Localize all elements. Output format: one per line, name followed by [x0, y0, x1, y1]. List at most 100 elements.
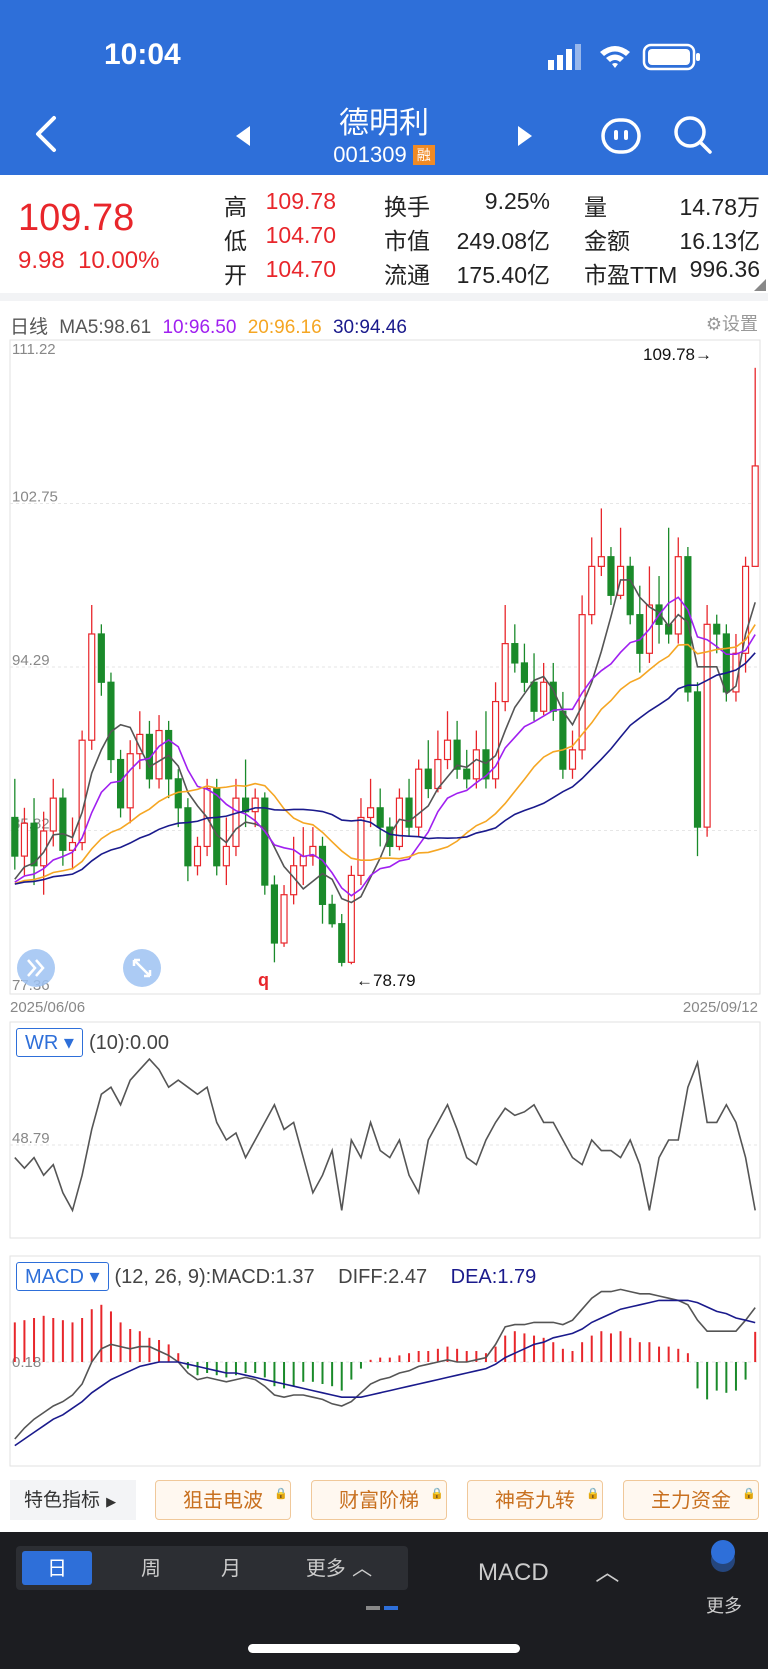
quote-value: 104.70	[265, 256, 336, 282]
candle-down	[107, 681, 115, 761]
special-indicators-button[interactable]: 特色指标 ▶	[10, 1480, 136, 1520]
margin-badge: 融	[412, 145, 435, 165]
candle-up	[434, 758, 442, 790]
candle-up	[126, 753, 134, 809]
candle-up	[88, 633, 96, 741]
indicator-switch[interactable]: MACD ︿	[478, 1559, 620, 1586]
candle-down	[59, 797, 67, 851]
quote-row: 高 109.78 换手 9.25% 量 14.78万	[224, 188, 764, 222]
candle-down	[530, 681, 538, 712]
candle-up	[232, 797, 240, 848]
candle-down	[463, 768, 471, 780]
candle-down	[328, 903, 336, 925]
quote-value: 9.25%	[484, 188, 550, 214]
quote-label: 开	[224, 262, 247, 288]
candle-down	[713, 623, 721, 635]
app-header: 10:04 德明利 001309 融	[0, 0, 768, 175]
candle-down	[626, 565, 634, 616]
quote-value: 249.08亿	[456, 228, 550, 254]
search-icon[interactable]	[672, 114, 714, 156]
candle-up	[395, 797, 404, 848]
period-month[interactable]: 月	[221, 1556, 241, 1580]
stock-name: 德明利	[339, 106, 429, 141]
candle-down	[424, 768, 432, 790]
chevron-up-icon: ︿	[352, 1556, 373, 1580]
end-date-label: 2025/09/12	[683, 999, 758, 1016]
bottom-toolbar: 日 周 月 更多 ︿ MACD ︿ 更多	[0, 1532, 768, 1669]
lock-icon: 🔒	[742, 1487, 756, 1500]
next-stock-icon[interactable]	[514, 124, 536, 148]
candle-down	[97, 633, 105, 683]
panel-frame	[9, 1021, 761, 1239]
quote-panel: 109.78 9.98 10.00% 高 109.78 换手 9.25% 量 14.78万…	[0, 175, 768, 293]
period-more[interactable]: 更多 ︿	[305, 1556, 373, 1580]
candle-up	[136, 733, 144, 755]
ma10-line	[14, 596, 756, 897]
feature-button[interactable]: 财富阶梯 🔒	[311, 1480, 447, 1520]
wr-indicator-select[interactable]: WR ▾	[16, 1028, 83, 1057]
candle-up	[366, 807, 375, 819]
candle-down	[482, 749, 490, 780]
candle-up	[347, 874, 355, 963]
panel-frame	[9, 1255, 761, 1467]
y-tick-label: 111.22	[12, 341, 56, 358]
macd-tick-label: 0.18	[12, 1354, 41, 1371]
start-date-label: 2025/06/06	[10, 999, 85, 1016]
more-button[interactable]: 更多	[706, 1596, 742, 1617]
candle-down	[722, 633, 730, 693]
candle-up	[491, 700, 500, 780]
candle-up	[49, 797, 57, 832]
feature-bar: 特色指标 ▶ 狙击电波 🔒 财富阶梯 🔒 神奇九转 🔒 主力资金 🔒	[0, 1476, 768, 1528]
candle-up	[251, 797, 259, 813]
quote-value: 175.40亿	[456, 262, 550, 288]
diff-line	[14, 1288, 756, 1440]
quote-row: 开 104.70 流通 175.40亿 市盈TTM 996.36	[224, 256, 764, 290]
back-icon[interactable]	[26, 112, 70, 156]
expand-icon[interactable]	[123, 949, 161, 987]
quote-row: 低 104.70 市值 249.08亿 金额 16.13亿	[224, 222, 764, 256]
avatar-icon[interactable]	[708, 1538, 738, 1578]
feature-button[interactable]: 神奇九转 🔒	[467, 1480, 603, 1520]
double-chevron-icon-glyph	[27, 959, 45, 977]
feature-button[interactable]: 主力资金 🔒	[623, 1480, 759, 1520]
quote-label: 换手	[384, 194, 430, 220]
feature-button[interactable]: 狙击电波 🔒	[155, 1480, 291, 1520]
candle-down	[338, 923, 346, 963]
quote-value: 16.13亿	[679, 228, 760, 254]
period-week[interactable]: 周	[141, 1556, 161, 1580]
settings-button[interactable]: ⚙设置	[705, 314, 758, 335]
prev-stock-icon[interactable]	[232, 124, 254, 148]
candle-down	[116, 758, 125, 809]
quote-value: 104.70	[265, 222, 336, 248]
candle-up	[588, 565, 596, 616]
expand-corner-icon[interactable]	[754, 279, 766, 291]
candle-up	[501, 643, 509, 703]
candle-up	[415, 768, 423, 828]
candle-up	[741, 565, 750, 654]
page-dot-active	[384, 1606, 398, 1610]
candle-up	[299, 855, 307, 867]
assistant-icon[interactable]	[600, 116, 642, 156]
candle-up	[309, 845, 317, 857]
status-icons	[548, 43, 700, 71]
kline-chart[interactable]: 111.22102.7594.2985.8277.36109.78→←78.79…	[0, 0, 768, 1476]
quote-label: 高	[224, 194, 247, 220]
quote-value: 996.36	[689, 256, 760, 282]
candle-down	[213, 787, 221, 867]
candle-down	[261, 797, 269, 886]
wr-tick-label: 48.79	[12, 1130, 50, 1147]
period-day[interactable]: 日	[22, 1551, 92, 1585]
quote-label: 市值	[384, 228, 430, 254]
candle-down	[376, 807, 384, 828]
candle-down	[30, 822, 38, 867]
price-change: 9.98 10.00%	[18, 247, 160, 274]
candle-up	[703, 623, 711, 828]
macd-indicator-select[interactable]: MACD ▾	[16, 1262, 109, 1291]
stock-code: 001309 融	[0, 142, 768, 168]
quote-label: 市盈TTM	[584, 262, 678, 288]
candle-down	[607, 556, 615, 596]
candle-up	[357, 816, 365, 877]
divider	[0, 293, 768, 301]
double-chevron-icon[interactable]	[17, 949, 55, 987]
candle-down	[270, 884, 279, 944]
